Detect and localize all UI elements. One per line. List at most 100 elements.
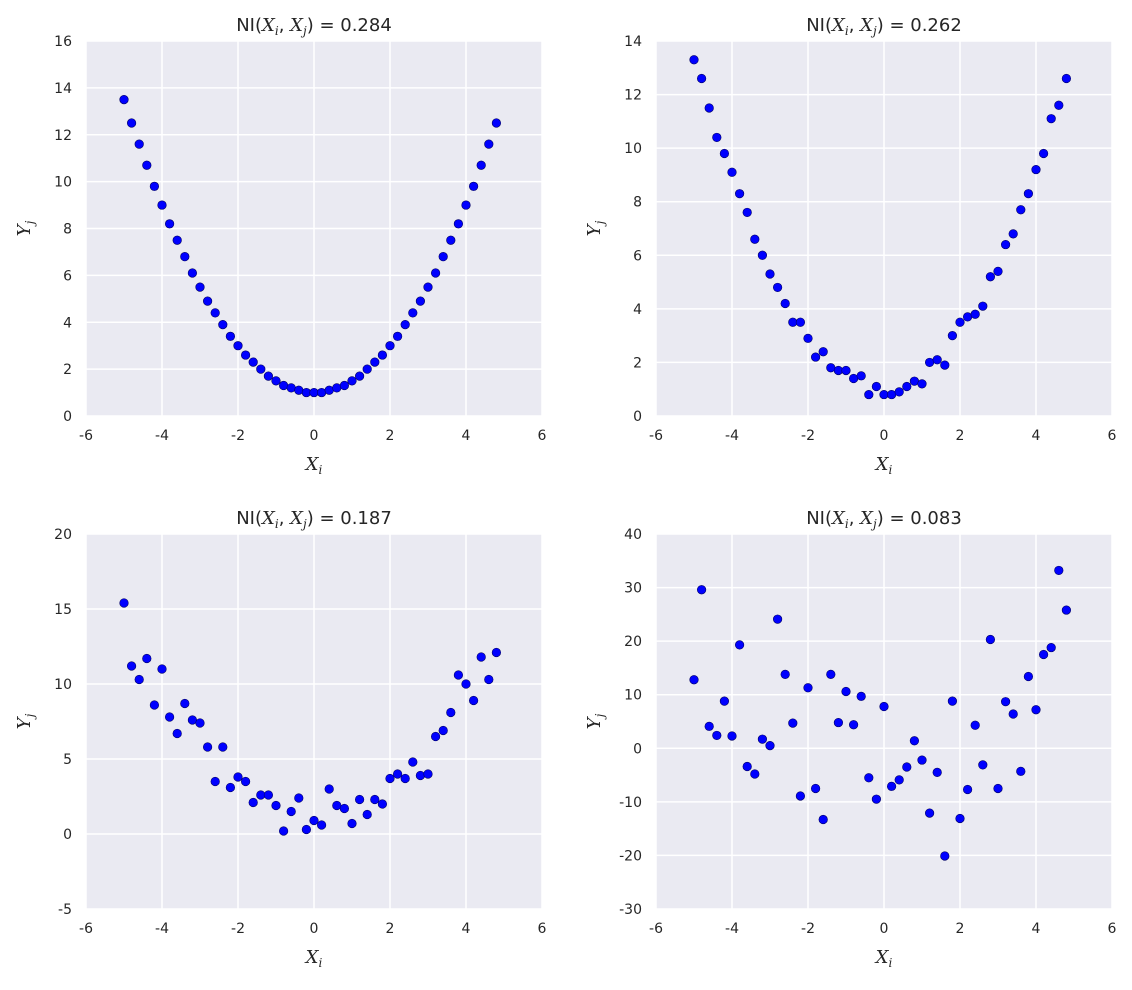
y-tick-label: -5	[58, 902, 72, 918]
data-point	[1023, 189, 1033, 199]
data-point	[476, 652, 486, 662]
y-tick-label: 0	[633, 409, 642, 425]
data-point	[932, 355, 942, 365]
data-point	[218, 742, 228, 752]
data-point	[355, 794, 365, 805]
data-point	[476, 160, 486, 170]
data-point	[484, 139, 494, 149]
data-point	[225, 331, 235, 341]
data-point	[446, 707, 456, 718]
y-tick-label: 6	[63, 268, 72, 284]
data-point	[180, 698, 190, 709]
data-point	[978, 760, 988, 770]
y-tick-label: 10	[54, 677, 72, 693]
data-point	[909, 736, 920, 746]
x-tick-label: -4	[725, 428, 739, 444]
data-point	[848, 720, 859, 730]
x-tick-label: -4	[725, 921, 739, 937]
data-point	[119, 94, 129, 105]
data-point	[856, 371, 866, 381]
data-point	[1046, 642, 1056, 653]
data-point	[689, 675, 699, 685]
data-point	[225, 782, 235, 793]
x-tick-label: -2	[231, 428, 245, 444]
data-point	[719, 696, 730, 706]
data-point	[271, 800, 281, 811]
x-tick-label: 4	[1032, 428, 1041, 444]
x-tick-label: 6	[1108, 428, 1117, 444]
x-tick-label: 2	[386, 428, 395, 444]
data-point	[1054, 100, 1064, 110]
data-point	[453, 219, 464, 229]
data-point	[780, 298, 790, 309]
scatter-points	[689, 565, 1071, 861]
data-point	[279, 826, 289, 836]
data-point	[362, 364, 372, 374]
data-point	[985, 634, 996, 645]
data-point	[841, 365, 851, 376]
chart-title: NI(Xi, Xj) = 0.083	[806, 508, 962, 531]
data-point	[491, 647, 502, 658]
data-point	[362, 809, 372, 820]
x-axis-label: Xi	[304, 454, 323, 477]
data-point	[1023, 671, 1033, 682]
data-point	[1061, 73, 1071, 84]
data-point	[210, 776, 220, 787]
scatter-points	[689, 55, 1071, 400]
data-point	[886, 781, 897, 791]
y-tick-label: 2	[63, 362, 72, 378]
data-point	[400, 319, 410, 330]
x-tick-label: 2	[956, 428, 965, 444]
data-point	[1016, 205, 1026, 215]
y-tick-label: 4	[63, 315, 72, 331]
x-axis-label: Xi	[304, 947, 323, 970]
data-point	[826, 669, 836, 679]
data-point	[446, 235, 456, 245]
data-point	[210, 308, 220, 318]
y-tick-label: 12	[54, 128, 72, 144]
data-point	[263, 790, 274, 800]
data-point	[864, 389, 874, 400]
data-point	[902, 381, 912, 392]
data-point	[157, 200, 167, 210]
data-point	[696, 585, 707, 595]
data-point	[370, 794, 380, 805]
data-point	[187, 268, 197, 278]
data-point	[317, 387, 327, 398]
data-point	[332, 383, 342, 393]
data-point	[195, 718, 205, 728]
data-point	[461, 200, 471, 210]
data-point	[248, 797, 258, 808]
data-point	[431, 268, 441, 278]
data-point	[924, 357, 935, 368]
data-point	[370, 357, 380, 367]
data-point	[985, 272, 996, 282]
data-point	[1054, 565, 1064, 576]
data-point	[810, 352, 821, 362]
data-point	[886, 389, 897, 400]
y-tick-label: -30	[619, 902, 642, 918]
data-point	[127, 118, 137, 128]
data-point	[1031, 164, 1041, 175]
data-point	[795, 791, 806, 801]
data-point	[940, 851, 950, 861]
data-point	[750, 234, 760, 244]
data-point	[385, 773, 395, 784]
y-axis-label: Yj	[584, 713, 607, 729]
x-tick-label: -2	[801, 428, 815, 444]
y-axis-label: Yj	[14, 220, 37, 236]
y-tick-label: 10	[624, 688, 642, 704]
x-tick-label: 4	[462, 428, 471, 444]
data-point	[195, 282, 205, 292]
data-point	[696, 73, 707, 84]
data-point	[286, 383, 296, 393]
x-tick-label: 0	[310, 921, 319, 937]
data-point	[955, 317, 965, 327]
data-point	[461, 679, 471, 689]
data-point	[400, 773, 410, 784]
chart-title: NI(Xi, Xj) = 0.262	[806, 15, 962, 38]
data-point	[279, 380, 289, 391]
data-point	[263, 371, 274, 381]
data-point	[932, 767, 942, 777]
